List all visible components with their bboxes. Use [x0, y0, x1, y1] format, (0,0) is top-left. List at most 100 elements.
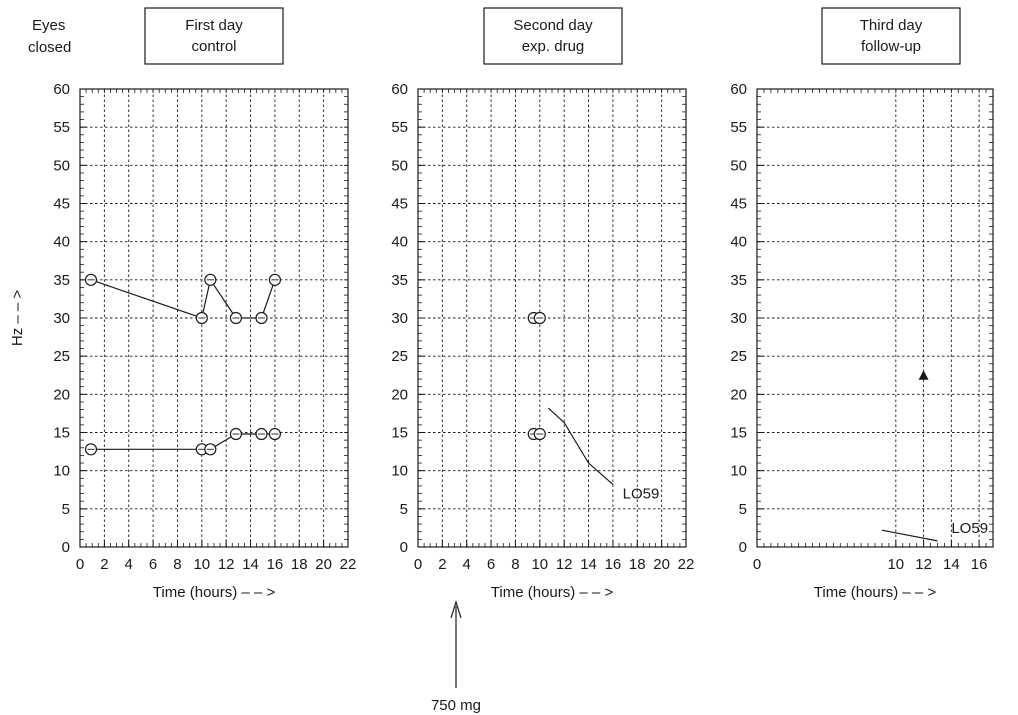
panel-3-grid: [757, 89, 993, 547]
panel-3-y-tick-label: 55: [730, 119, 747, 136]
panel-1-grid: [80, 89, 348, 547]
panel-2-y-tick-label: 40: [391, 234, 408, 251]
panel-2-y-tick-label: 20: [391, 386, 408, 403]
panel-1-title-line-1: First day: [185, 17, 243, 34]
dose-label: 750 mg: [431, 697, 481, 714]
panel-2-x-tick-label: 22: [678, 556, 695, 573]
panel-1-y-tick-label: 50: [53, 157, 70, 174]
panel-3-y-tick-label: 20: [730, 386, 747, 403]
panel-1-x-tick-label: 20: [315, 556, 332, 573]
panel-3-series-2-line: [881, 529, 938, 542]
panel-1-x-tick-label: 14: [242, 556, 259, 573]
panel-2-x-tick-label: 20: [653, 556, 670, 573]
panel-1-y-tick-label: 0: [62, 539, 70, 556]
panel-3-y-tick-label: 25: [730, 348, 747, 365]
panel-3-y-tick-label: 10: [730, 463, 747, 480]
panel-1-y-tick-label: 40: [53, 234, 70, 251]
panel-2-x-tick-label: 0: [414, 556, 422, 573]
panel-2-y-tick-label: 10: [391, 463, 408, 480]
panel-3-y-tick-label: 5: [739, 501, 747, 518]
panel-1-series-2: [84, 427, 282, 456]
panel-3-y-tick-label: 0: [739, 539, 747, 556]
panel-3-y-tick-label: 35: [730, 272, 747, 289]
panel-2-x-tick-label: 8: [511, 556, 519, 573]
panel-2-y-tick-label: 30: [391, 310, 408, 327]
panel-1-series-1-line: [90, 278, 276, 319]
panel-1-major-ticks: [79, 88, 349, 548]
panel-2-y-tick-label: 5: [400, 501, 408, 518]
panel-1-x-tick-label: 6: [149, 556, 157, 573]
panel-1-x-tick-label: 4: [125, 556, 133, 573]
panel-3-series-2: [881, 529, 938, 542]
panel-1-y-tick-label: 25: [53, 348, 70, 365]
panel-2-x-tick-label: 6: [487, 556, 495, 573]
panel-2-x-tick-label: 4: [463, 556, 471, 573]
panel-1-x-tick-label: 12: [218, 556, 235, 573]
panel-2-series-2: [527, 427, 546, 441]
eyes-closed-label-line1: Eyes: [32, 17, 65, 34]
panel-1-series-1: [84, 273, 282, 325]
panel-3-x-tick-label: 16: [971, 556, 988, 573]
panel-2-x-tick-label: 18: [629, 556, 646, 573]
panel-3-major-ticks: [756, 88, 980, 548]
panel-1-x-axis-title: Time (hours) – – >: [153, 584, 276, 601]
panel-1-x-tick-label: 0: [76, 556, 84, 573]
panel-2-grid: [418, 89, 686, 547]
panel-1-title-line-2: control: [191, 38, 236, 55]
panel-3: Third day follow-up 0 10 12 14 16 0 5 10 15 20 25 30 3…: [730, 7, 994, 601]
panel-2-title-box: [483, 7, 623, 65]
panel-1-x-tick-label: 16: [267, 556, 284, 573]
panel-2-title-line-2: exp. drug: [522, 38, 585, 55]
dose-arrow-head: [450, 599, 462, 619]
panel-2-y-tick-label: 60: [391, 81, 408, 98]
panel-2-y-tick-label: 45: [391, 196, 408, 213]
panel-2-title-line-1: Second day: [513, 17, 593, 34]
panel-2-y-tick-label: 55: [391, 119, 408, 136]
panel-1-x-tick-label: 18: [291, 556, 308, 573]
panel-3-x-tick-label: 14: [943, 556, 960, 573]
panel-1-x-tick-label: 8: [173, 556, 181, 573]
panel-3-y-tick-label: 15: [730, 425, 747, 442]
panel-2-series-3: [547, 407, 614, 485]
panel-1-x-tick-label: 2: [100, 556, 108, 573]
panel-2-x-tick-label: 14: [580, 556, 597, 573]
panel-1-y-tick-label: 55: [53, 119, 70, 136]
panel-3-y-tick-label: 60: [730, 81, 747, 98]
panel-1-series-2-line: [90, 433, 275, 450]
panel-3-y-tick-label: 30: [730, 310, 747, 327]
y-axis-title: Hz – – >: [9, 290, 26, 347]
panel-1-y-tick-label: 15: [53, 425, 70, 442]
eyes-closed-label-line2: closed: [28, 39, 71, 56]
panel-2-y-tick-label: 35: [391, 272, 408, 289]
panel-1-y-tick-label: 20: [53, 386, 70, 403]
panel-1-y-tick-label: 60: [53, 81, 70, 98]
panel-3-y-tick-label: 40: [730, 234, 747, 251]
panel-3-title-box: [821, 7, 961, 65]
panel-1-x-tick-label: 22: [340, 556, 357, 573]
panel-3-x-axis-title: Time (hours) – – >: [814, 584, 937, 601]
panel-1-title-box: [144, 7, 284, 65]
panel-3-title-line-2: follow-up: [861, 38, 921, 55]
panel-3-y-tick-label: 50: [730, 157, 747, 174]
panel-1-y-tick-label: 10: [53, 463, 70, 480]
panel-1-y-tick-label: 45: [53, 196, 70, 213]
panel-2-y-tick-label: 15: [391, 425, 408, 442]
panel-2-x-axis-title: Time (hours) – – >: [491, 584, 614, 601]
panel-2-y-tick-label: 50: [391, 157, 408, 174]
panel-3-y-tick-label: 45: [730, 196, 747, 213]
panel-3-x-tick-label: 0: [753, 556, 761, 573]
panel-2-y-tick-label: 25: [391, 348, 408, 365]
panel-3-annotation: LO59: [951, 520, 988, 537]
panel-1-y-tick-label: 35: [53, 272, 70, 289]
figure-annotations: Eyes closed Hz – – > 750 mg: [9, 17, 481, 714]
panel-2-annotation: LO59: [623, 486, 660, 503]
panel-3-x-tick-label: 10: [887, 556, 904, 573]
panel-2-y-tick-label: 0: [400, 539, 408, 556]
panel-2-x-tick-label: 10: [531, 556, 548, 573]
panel-2-x-tick-label: 16: [605, 556, 622, 573]
panel-3-title-line-1: Third day: [860, 17, 923, 34]
panel-1-x-tick-label: 10: [193, 556, 210, 573]
